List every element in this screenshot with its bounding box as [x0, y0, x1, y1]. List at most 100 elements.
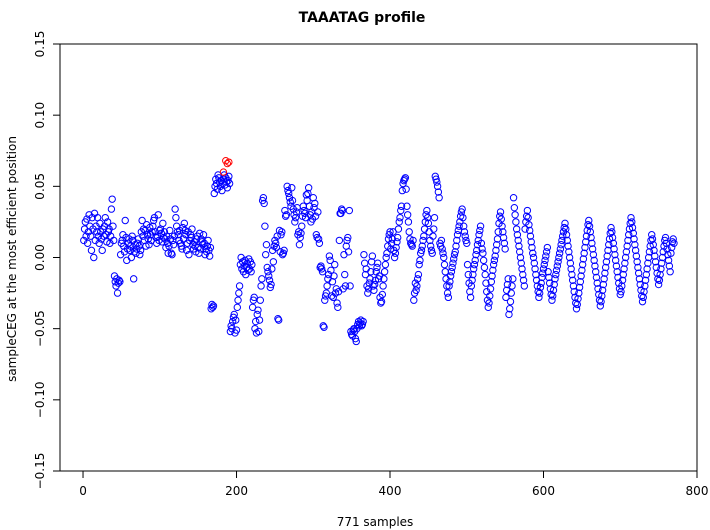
data-point — [409, 236, 417, 245]
data-point — [555, 253, 563, 262]
x-axis: 0 200 400 600 800 — [79, 471, 708, 498]
data-point — [616, 290, 624, 299]
data-point — [476, 226, 484, 235]
data-point — [486, 292, 494, 300]
data-point — [513, 231, 522, 239]
data-point — [304, 189, 312, 198]
data-point — [525, 226, 534, 235]
data-point — [501, 245, 509, 253]
data-point — [657, 265, 665, 273]
data-point — [108, 195, 116, 203]
data-point — [285, 189, 293, 198]
data-point — [464, 270, 472, 279]
y-tick-label: −0.05 — [33, 310, 47, 347]
data-point — [380, 275, 388, 283]
data-point — [475, 231, 483, 239]
data-point — [209, 302, 218, 310]
data-point — [545, 279, 554, 287]
data-point — [452, 242, 460, 250]
data-point — [595, 296, 604, 304]
x-tick-label: 0 — [79, 484, 87, 498]
data-point — [121, 216, 129, 225]
data-point — [605, 240, 613, 249]
data-point — [585, 216, 593, 225]
data-point — [271, 239, 280, 247]
data-point — [267, 280, 275, 289]
data-point — [667, 249, 675, 257]
data-point — [538, 273, 546, 282]
data-point — [450, 255, 458, 263]
data-point — [265, 272, 273, 280]
data-point — [114, 279, 123, 287]
data-point — [338, 206, 347, 215]
data-point — [477, 239, 486, 247]
data-point — [367, 268, 375, 276]
data-point — [314, 235, 323, 243]
data-point — [509, 194, 518, 202]
data-point — [297, 229, 305, 238]
data-point — [283, 182, 291, 191]
data-point — [255, 327, 263, 336]
data-point — [439, 249, 447, 257]
data-point — [532, 270, 540, 279]
data-point — [461, 232, 469, 240]
data-point — [223, 184, 232, 192]
data-point — [271, 236, 279, 245]
data-point — [423, 206, 431, 215]
data-point — [518, 265, 526, 273]
data-point — [506, 305, 514, 313]
data-point — [326, 256, 334, 265]
data-point — [443, 289, 452, 297]
data-point — [401, 174, 410, 182]
data-point — [618, 276, 627, 284]
data-point — [225, 179, 234, 188]
data-point — [540, 260, 548, 269]
data-point — [536, 283, 545, 292]
data-point — [621, 253, 630, 262]
data-point — [512, 225, 521, 233]
data-point — [433, 182, 442, 191]
data-point — [257, 282, 265, 290]
data-point — [398, 186, 406, 195]
data-point — [529, 253, 538, 262]
data-point — [266, 283, 274, 292]
data-point — [560, 223, 568, 232]
x-tick-label: 200 — [225, 484, 248, 498]
data-point — [440, 260, 449, 269]
x-tick-label: 800 — [686, 484, 709, 498]
data-point — [302, 191, 311, 199]
data-point — [535, 293, 543, 302]
data-point — [274, 315, 282, 323]
y-axis: −0.15 −0.10 −0.05 0.00 0.05 0.10 0.15 — [33, 31, 60, 489]
data-point — [360, 250, 368, 259]
data-point — [392, 243, 400, 252]
data-point — [432, 175, 440, 183]
data-point — [418, 242, 426, 250]
data-point — [335, 236, 344, 245]
data-point — [617, 287, 625, 296]
data-point — [499, 233, 508, 242]
data-point — [325, 252, 334, 260]
data-point — [600, 275, 608, 283]
data-point — [419, 236, 427, 245]
data-point — [648, 231, 656, 239]
data-point — [82, 232, 90, 240]
data-point — [428, 249, 436, 257]
data-point — [500, 239, 509, 247]
data-point — [116, 278, 124, 286]
data-point — [293, 203, 301, 212]
data-point — [154, 211, 162, 219]
data-point — [148, 228, 156, 236]
data-point — [296, 233, 304, 242]
data-point — [644, 259, 652, 267]
data-point — [417, 246, 426, 255]
data-point — [655, 276, 664, 284]
data-point — [551, 275, 559, 283]
data-point — [664, 256, 673, 265]
data-point — [261, 222, 269, 230]
data-point — [445, 282, 453, 290]
data-point — [101, 213, 109, 222]
data-point — [420, 232, 428, 240]
data-point — [396, 213, 404, 222]
data-point — [668, 238, 677, 246]
